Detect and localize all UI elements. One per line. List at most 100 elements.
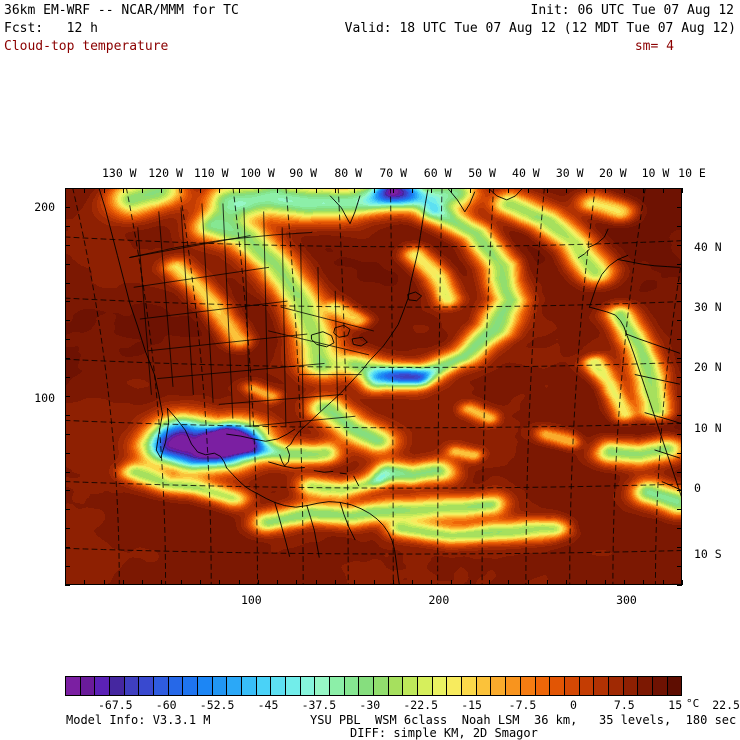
colorbar-swatch (667, 677, 682, 695)
axis-tick (65, 433, 70, 435)
axis-tick (277, 580, 279, 585)
colorbar-swatch (110, 677, 125, 695)
colorbar-tick-label: 22.5 (712, 698, 740, 712)
axis-tick (677, 433, 682, 435)
init-time: Init: 06 UTC Tue 07 Aug 12 (530, 3, 735, 18)
axis-tick (84, 580, 86, 585)
colorbar-tick-label: 15 (668, 698, 683, 712)
axis-tick (65, 414, 70, 416)
colorbar-tick-label: -60 (155, 698, 177, 712)
axis-label: 100 (34, 391, 55, 406)
axis-tick (65, 263, 70, 265)
axis-tick (84, 188, 86, 193)
axis-tick (585, 580, 587, 585)
axis-label: 30 N (694, 300, 722, 315)
colorbar-swatch (594, 677, 609, 695)
colorbar[interactable] (65, 676, 682, 696)
axis-label: 30 W (555, 166, 584, 180)
axis-tick (566, 188, 568, 193)
colorbar-swatch (242, 677, 257, 695)
axis-label: 40 W (512, 166, 540, 180)
axis-tick (315, 188, 317, 193)
colorbar-swatch (315, 677, 331, 695)
axis-tick (65, 377, 70, 379)
axis-tick (624, 188, 626, 193)
axis-tick (65, 188, 66, 193)
axis-tick (677, 490, 682, 492)
axis-tick (643, 188, 645, 193)
axis-tick (450, 188, 452, 193)
axis-tick (354, 188, 356, 193)
colorbar-swatch (330, 677, 345, 695)
axis-tick (122, 580, 124, 585)
colorbar-tick-label: -52.5 (199, 698, 235, 712)
axis-tick (373, 580, 375, 585)
colorbar-swatch (506, 677, 521, 695)
axis-label: 50 W (468, 166, 496, 180)
colorbar-tick-label: -30 (359, 698, 381, 712)
axis-tick (604, 188, 606, 193)
axis-tick (508, 580, 510, 585)
axis-tick (65, 358, 70, 360)
axis-tick (354, 580, 356, 585)
colorbar-units-label: °C (686, 697, 700, 710)
axis-tick (392, 188, 394, 193)
axis-tick (585, 188, 587, 193)
axis-tick (180, 188, 182, 193)
axis-label: 90 W (289, 166, 318, 180)
axis-tick (682, 580, 683, 585)
axis-tick (161, 188, 163, 193)
colorbar-swatch (80, 677, 96, 695)
axis-tick (566, 580, 568, 585)
axis-tick (277, 188, 279, 193)
axis-tick (65, 528, 70, 530)
colorbar-tick-label: -7.5 (508, 698, 537, 712)
cloud-top-temperature-field (65, 188, 682, 585)
axis-tick (677, 339, 682, 341)
axis-label: 20 N (694, 360, 722, 375)
smoothing-value: sm= 4 (634, 39, 674, 54)
colorbar-swatch (374, 677, 389, 695)
diffusion-options-text: DIFF: simple KM, 2D Smagor (350, 726, 538, 740)
axis-tick (431, 580, 433, 585)
axis-tick (677, 528, 682, 530)
colorbar-tick-label: -37.5 (301, 698, 337, 712)
colorbar-swatch (403, 677, 419, 695)
axis-tick (604, 580, 606, 585)
axis-tick (489, 188, 491, 193)
colorbar-tick-label: -22.5 (403, 698, 438, 712)
model-title: 36km EM-WRF -- NCAR/MMM for TC (4, 3, 239, 18)
axis-tick (677, 282, 682, 284)
axis-tick (65, 509, 70, 511)
axis-tick (65, 585, 70, 586)
axis-tick (677, 585, 682, 586)
axis-tick (643, 580, 645, 585)
colorbar-swatch (212, 677, 228, 695)
colorbar-swatch (300, 677, 316, 695)
colorbar-swatch (564, 677, 580, 695)
axis-tick (624, 580, 626, 585)
axis-tick (677, 301, 682, 303)
axis-tick (527, 580, 529, 585)
axis-tick (392, 580, 394, 585)
axis-tick (677, 566, 682, 568)
colorbar-swatch (638, 677, 653, 695)
colorbar-swatch (154, 677, 169, 695)
axis-label: 110 W (193, 166, 229, 180)
axis-tick (296, 580, 298, 585)
colorbar-swatch (462, 677, 477, 695)
axis-tick (65, 244, 70, 246)
axis-label: 20 W (599, 166, 627, 180)
colorbar-swatch (256, 677, 272, 695)
axis-tick (65, 580, 66, 585)
colorbar-swatch (168, 677, 184, 695)
axis-tick (199, 580, 201, 585)
axis-tick (238, 580, 240, 585)
axis-tick (677, 414, 682, 416)
axis-tick (65, 452, 70, 454)
axis-tick (219, 188, 221, 193)
axis-label: 120 W (148, 166, 183, 180)
colorbar-swatch (550, 677, 565, 695)
axis-tick (65, 320, 70, 322)
map-plot-area[interactable] (65, 188, 682, 585)
